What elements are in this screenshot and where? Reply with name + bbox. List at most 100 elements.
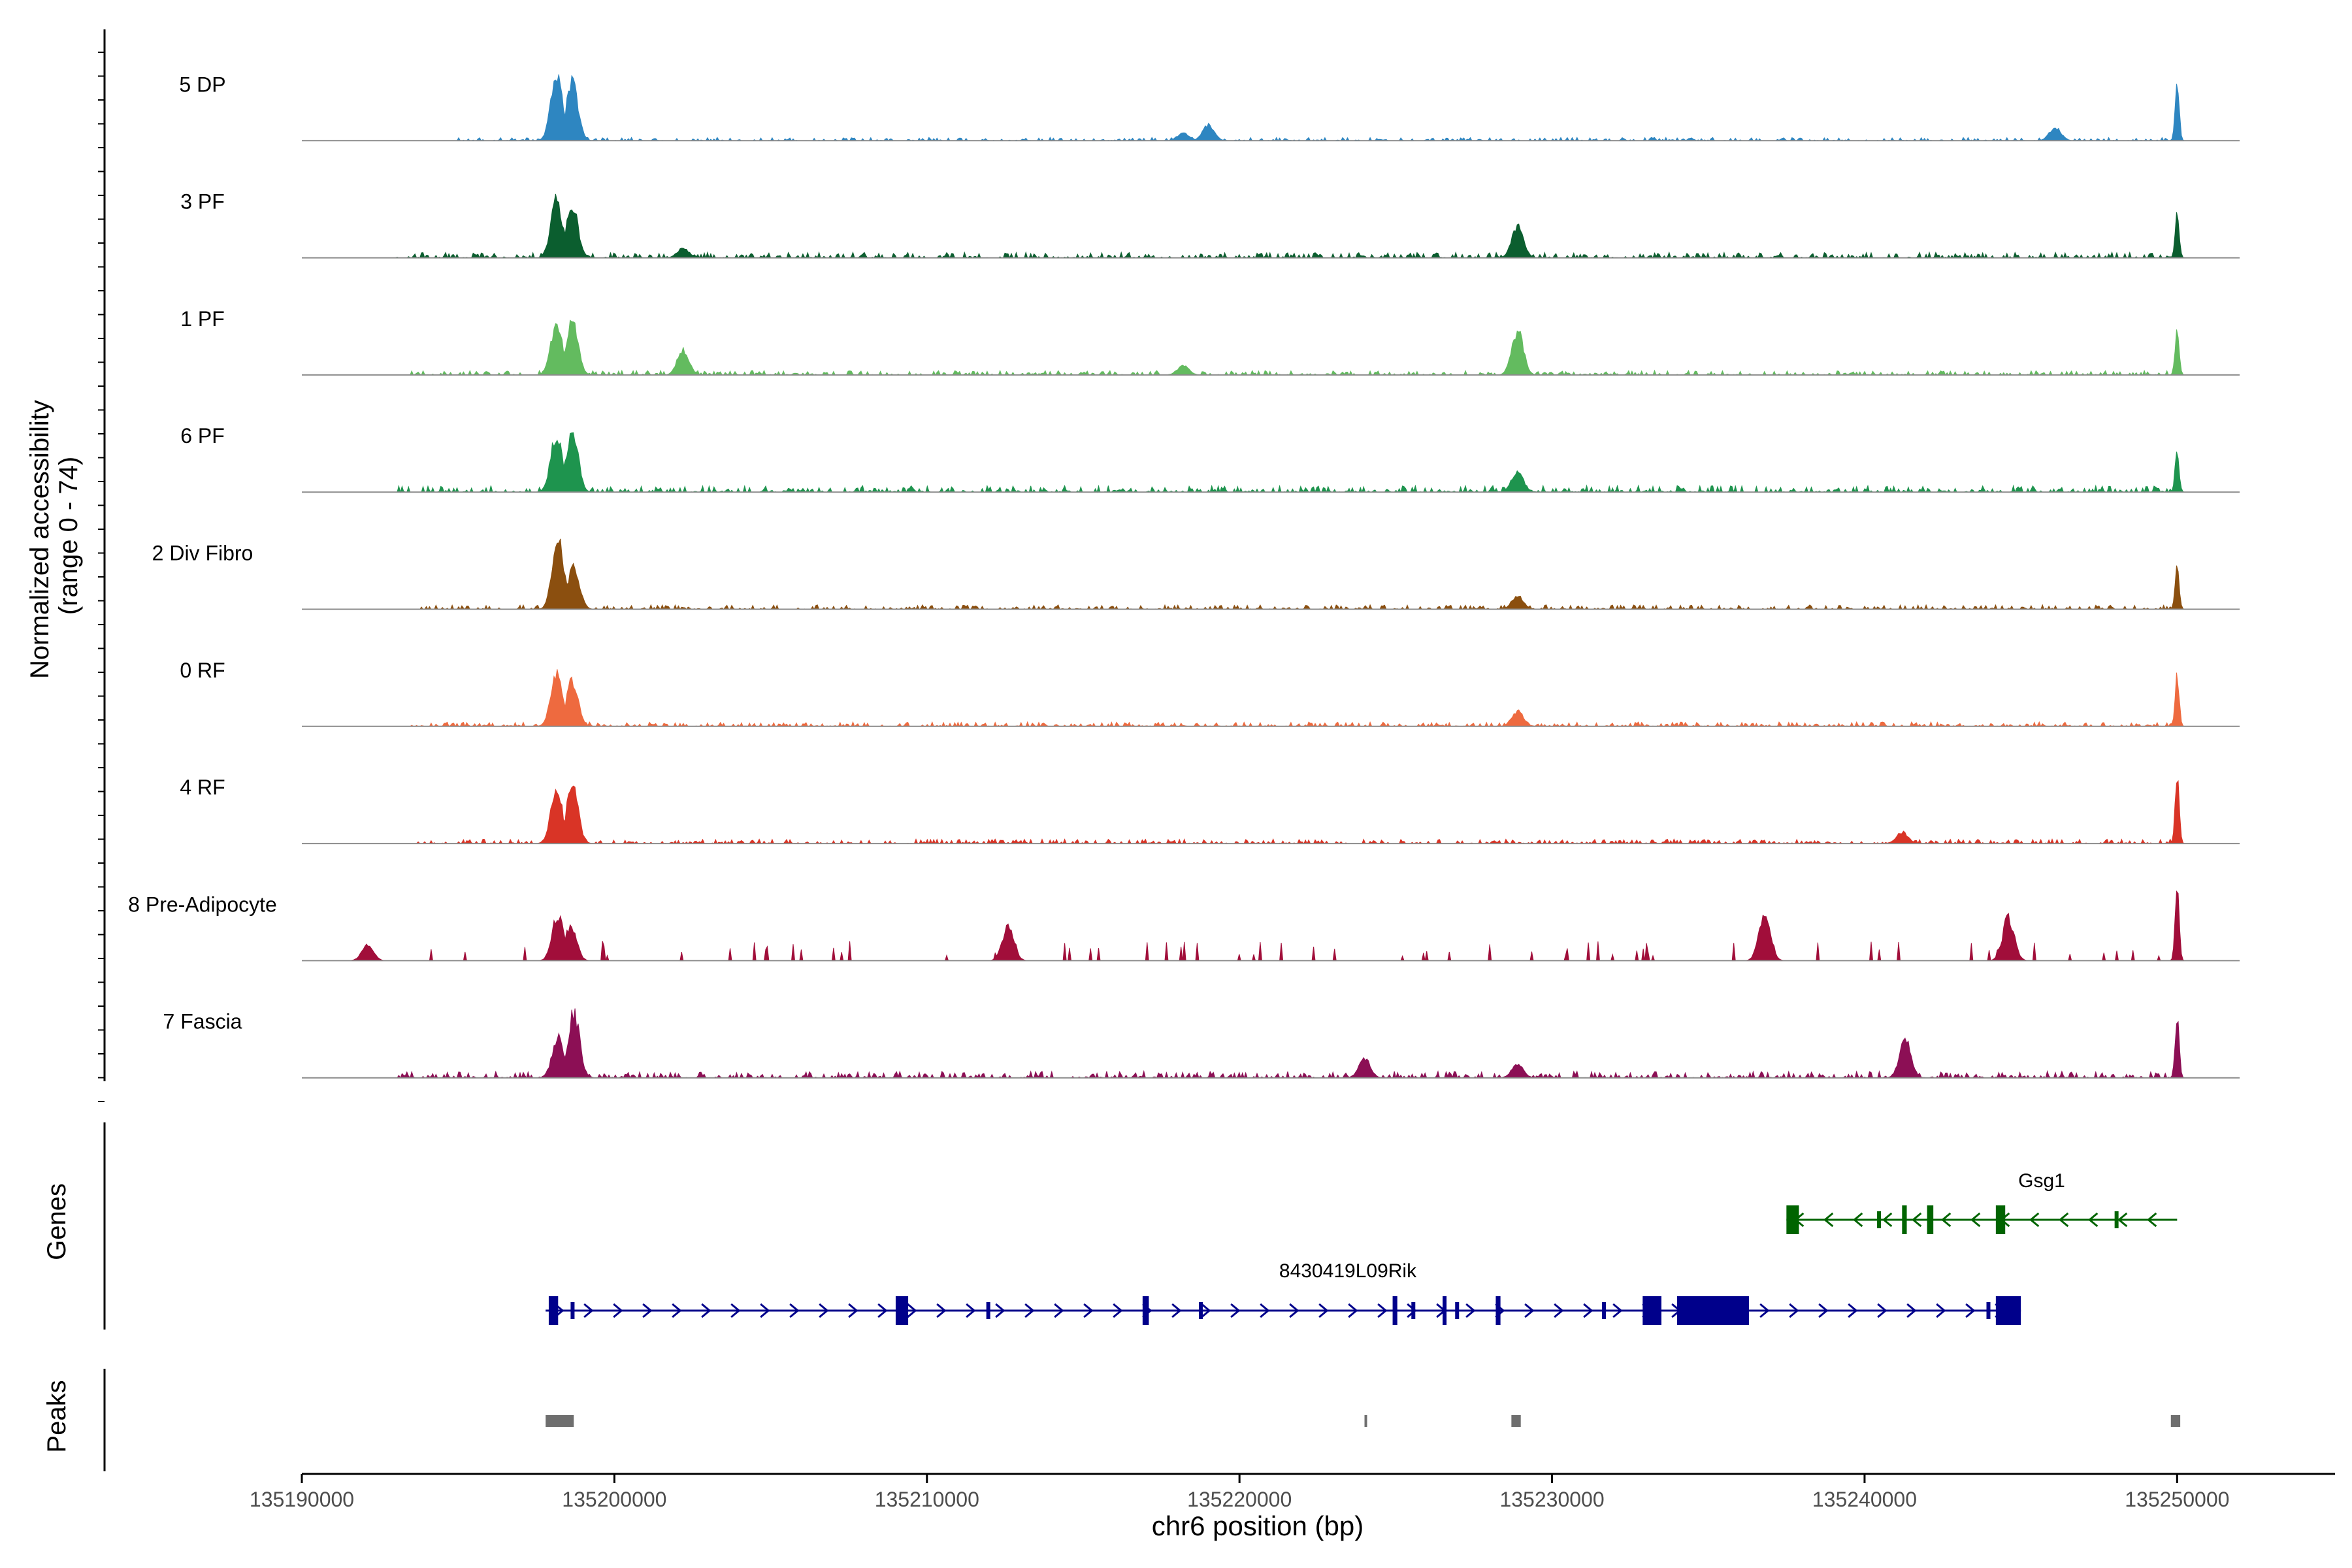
strand-arrow <box>1852 1212 1863 1228</box>
coverage-area-9 <box>302 1008 2240 1079</box>
strand-arrow <box>1465 1303 1476 1318</box>
x-axis-label: chr6 position (bp) <box>1152 1511 1364 1541</box>
strand-arrow <box>1906 1303 1917 1318</box>
exon <box>1902 1205 1907 1234</box>
strand-arrow <box>2029 1212 2040 1228</box>
strand-arrow <box>2058 1212 2069 1228</box>
strand-arrow <box>1289 1303 1299 1318</box>
strand-arrow <box>1083 1303 1094 1318</box>
exon <box>1995 1205 2006 1234</box>
strand-arrow <box>583 1303 594 1318</box>
exon <box>1392 1296 1397 1325</box>
genes-track-label: Genes <box>42 1183 71 1260</box>
exon <box>1927 1205 1934 1234</box>
x-tick-label: 135240000 <box>1812 1488 1917 1511</box>
strand-arrow <box>642 1303 653 1318</box>
strand-arrow <box>907 1303 917 1318</box>
exon <box>1642 1296 1661 1325</box>
strand-arrow <box>760 1303 770 1318</box>
strand-arrow <box>1970 1212 1981 1228</box>
exon <box>1495 1296 1501 1325</box>
coverage-tracks <box>302 74 2240 1079</box>
strand-arrow <box>672 1303 682 1318</box>
strand-arrow <box>1377 1303 1388 1318</box>
strand-arrow <box>2146 1212 2157 1228</box>
strand-arrow <box>966 1303 976 1318</box>
coverage-y-axis <box>98 29 106 1102</box>
exon <box>1142 1296 1149 1325</box>
strand-arrow <box>848 1303 858 1318</box>
exon <box>2114 1211 2119 1228</box>
coverage-area-1 <box>302 74 2240 142</box>
strand-arrow <box>1882 1212 1893 1228</box>
x-tick-label: 135190000 <box>250 1488 354 1511</box>
track-label-5: 2 Div Fibro <box>152 542 253 565</box>
exon <box>1877 1211 1882 1228</box>
y-axis-label: Normalized accessibility (range 0 - 74) <box>25 393 83 679</box>
strand-arrow <box>613 1303 623 1318</box>
strand-arrow <box>1524 1303 1535 1318</box>
exon <box>548 1296 559 1325</box>
exon <box>1455 1302 1460 1319</box>
peak-region-4 <box>2170 1415 2181 1427</box>
strand-arrow <box>1789 1303 1799 1318</box>
track-label-6: 0 RF <box>180 659 225 682</box>
track-labels: 5 DP 3 PF 1 PF 6 PF 2 Div Fibro 0 RF 4 RF 8 Pre… <box>128 73 277 1033</box>
y-axis-label-line2: (range 0 - 74) <box>54 457 83 615</box>
peak-track <box>103 1369 2181 1471</box>
strand-arrow <box>1348 1303 1358 1318</box>
track-label-2: 3 PF <box>180 190 225 214</box>
exon <box>1986 1302 1991 1319</box>
exon <box>570 1302 575 1319</box>
exon <box>1411 1302 1416 1319</box>
exon <box>1443 1296 1447 1325</box>
strand-arrow <box>995 1303 1005 1318</box>
peak-region-2 <box>1364 1415 1367 1427</box>
x-tick-label: 135230000 <box>1499 1488 1604 1511</box>
coverage-area-4 <box>302 432 2240 494</box>
exon <box>1602 1302 1607 1319</box>
x-tick-label: 135200000 <box>562 1488 666 1511</box>
strand-arrow <box>1554 1303 1564 1318</box>
strand-arrow <box>1260 1303 1270 1318</box>
peak-region-1 <box>546 1415 574 1427</box>
x-axis: 135190000 135200000 135210000 135220000 1352… <box>250 1473 2335 1511</box>
strand-arrow <box>789 1303 800 1318</box>
track-label-3: 1 PF <box>180 307 225 331</box>
peaks-track-label: Peaks <box>42 1380 71 1452</box>
strand-arrow <box>1848 1303 1858 1318</box>
strand-arrow <box>1759 1303 1770 1318</box>
coverage-area-3 <box>302 319 2240 376</box>
strand-arrow <box>1612 1303 1623 1318</box>
peak-region-3 <box>1511 1415 1521 1427</box>
strand-arrow <box>2087 1212 2099 1228</box>
x-tick-label: 135210000 <box>875 1488 979 1511</box>
coverage-area-5 <box>302 538 2240 610</box>
strand-arrow <box>1201 1303 1211 1318</box>
exon <box>895 1296 909 1325</box>
strand-arrow <box>1054 1303 1064 1318</box>
strand-arrow <box>1230 1303 1241 1318</box>
coverage-area-7 <box>302 780 2240 845</box>
track-label-9: 7 Fascia <box>163 1010 242 1034</box>
strand-arrow <box>1936 1303 1946 1318</box>
strand-arrow <box>2117 1212 2128 1228</box>
track-label-1: 5 DP <box>179 73 225 96</box>
exon <box>1676 1296 1749 1325</box>
strand-arrow <box>1171 1303 1182 1318</box>
strand-arrow <box>877 1303 888 1318</box>
track-label-7: 4 RF <box>180 776 225 799</box>
strand-arrow <box>730 1303 741 1318</box>
strand-arrow <box>1818 1303 1829 1318</box>
strand-arrow <box>1583 1303 1593 1318</box>
strand-arrow <box>701 1303 711 1318</box>
strand-arrow <box>1911 1212 1922 1228</box>
exon <box>1995 1296 2021 1325</box>
coverage-area-8 <box>302 890 2240 961</box>
strand-arrow <box>1940 1212 1952 1228</box>
strand-arrow <box>936 1303 947 1318</box>
gene-track: Gsg1 8430419L09Rik <box>103 1122 2178 1330</box>
exon <box>1198 1302 1203 1319</box>
strand-arrow <box>1024 1303 1035 1318</box>
